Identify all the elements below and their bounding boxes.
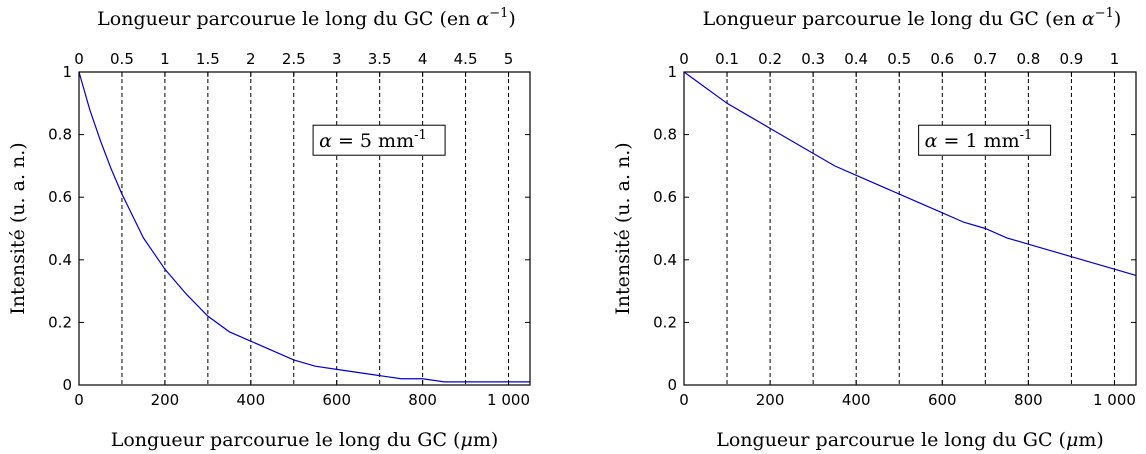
x2-tick-label: 0.5	[110, 50, 134, 68]
x2-axis-title-text: Longueur parcourue le long du GC (en	[97, 8, 476, 30]
y-axis-title: Intensité (u. a. n.)	[612, 142, 634, 314]
alpha-annotation-text: = 1 mm	[937, 130, 1019, 152]
y-tick-label: 0.4	[48, 251, 72, 269]
x-tick-label: 0	[679, 391, 689, 409]
x2-tick-label: 0.7	[973, 50, 997, 68]
intensity-curve	[78, 71, 530, 383]
alpha-annotation-symbol: α	[319, 130, 332, 152]
alpha-annotation-symbol: α	[925, 130, 938, 152]
x-tick-label: 600	[322, 391, 351, 409]
y-tick-label: 1	[62, 63, 72, 81]
y-tick-label: 0.2	[653, 313, 677, 331]
x-tick-label: 600	[928, 391, 957, 409]
x2-tick-label: 0.2	[758, 50, 782, 68]
x-axis-title: Longueur parcourue le long du GC (μm)	[111, 429, 499, 451]
y-tick-label: 0	[62, 376, 72, 394]
x2-tick-label: 3	[332, 50, 342, 68]
y-tick-label: 1	[667, 63, 677, 81]
x-tick-label: 1 000	[487, 391, 530, 409]
x2-axis-title-symbol: α	[1082, 8, 1095, 30]
plot-frame	[683, 71, 1137, 386]
x2-tick-label: 0.8	[1016, 50, 1040, 68]
x2-axis-title-symbol: α	[476, 8, 489, 30]
x-axis-title: Longueur parcourue le long du GC (μm)	[716, 429, 1104, 451]
x2-tick-label: 1	[1110, 50, 1120, 68]
y-tick-label: 0.6	[48, 188, 72, 206]
x-tick-label: 200	[756, 391, 785, 409]
x-axis-title-text: Longueur parcourue le long du GC (	[111, 429, 461, 451]
plot-frame	[78, 71, 531, 386]
x2-tick-label: 4	[418, 50, 428, 68]
x2-tick-label: 4.5	[454, 50, 478, 68]
y-tick-label: 0	[667, 376, 677, 394]
y-tick-label: 0.2	[48, 313, 72, 331]
x2-tick-label: 0	[74, 50, 84, 68]
x2-tick-label: 0.4	[844, 50, 868, 68]
y-tick-label: 0.4	[653, 251, 677, 269]
alpha-annotation-text: = 5 mm	[332, 130, 414, 152]
x-tick-label: 1 000	[1093, 391, 1136, 409]
x2-axis-title-sup: −1	[489, 6, 508, 21]
x-tick-label: 0	[74, 391, 84, 409]
alpha-annotation-box	[312, 124, 446, 156]
alpha-annotation-sup: -1	[1020, 128, 1033, 143]
x-axis-title-symbol: μ	[460, 429, 472, 451]
y-tick-label: 0.8	[48, 126, 72, 144]
y-tick-label: 0.8	[653, 126, 677, 144]
alpha-annotation: α = 1 mm-1	[925, 128, 1033, 152]
x-tick-label: 400	[236, 391, 265, 409]
x2-axis-title-text: Longueur parcourue le long du GC (en	[703, 8, 1082, 30]
x-axis-title-unit: m)	[1078, 429, 1103, 451]
x-tick-label: 400	[842, 391, 871, 409]
x2-tick-label: 5	[504, 50, 514, 68]
y-tick-label: 0.6	[653, 188, 677, 206]
x2-axis-title: Longueur parcourue le long du GC (en α−1…	[703, 6, 1122, 30]
chart-left: 0 200 400 600 800 1 000 0 0.5 1 1.5 2 2.5 3 3.5 4 4.5 5 0…	[7, 6, 531, 451]
x2-tick-label: 2	[246, 50, 256, 68]
x-tick-label: 800	[1014, 391, 1043, 409]
x-axis-title-unit: m)	[473, 429, 498, 451]
x2-tick-label: 1.5	[196, 50, 220, 68]
y-axis-title: Intensité (u. a. n.)	[7, 142, 29, 314]
chart-right: 0 200 400 600 800 1 000 0 0.1 0.2 0.3 0.4 0.5 0.6 0.7…	[612, 6, 1137, 451]
alpha-annotation-box	[918, 124, 1052, 156]
alpha-annotation: α = 5 mm-1	[319, 128, 427, 152]
x-axis-title-text: Longueur parcourue le long du GC (	[716, 429, 1066, 451]
x2-axis-title: Longueur parcourue le long du GC (en α−1…	[97, 6, 516, 30]
intensity-curve	[683, 71, 1137, 277]
x2-tick-label: 0.5	[887, 50, 911, 68]
x2-tick-label: 0.3	[801, 50, 825, 68]
x2-tick-label: 3.5	[368, 50, 392, 68]
x2-tick-label: 2.5	[282, 50, 306, 68]
x-axis-title-symbol: μ	[1066, 429, 1078, 451]
x-tick-label: 200	[151, 391, 180, 409]
x2-axis-title-end: )	[508, 8, 515, 30]
x-tick-label: 800	[408, 391, 437, 409]
x2-tick-label: 0.6	[930, 50, 954, 68]
x2-tick-label: 0.1	[715, 50, 739, 68]
alpha-annotation-sup: -1	[414, 128, 427, 143]
x2-tick-label: 1	[160, 50, 170, 68]
x2-axis-title-end: )	[1114, 8, 1121, 30]
x2-axis-title-sup: −1	[1095, 6, 1114, 21]
x2-tick-label: 0.9	[1059, 50, 1083, 68]
x2-tick-label: 0	[679, 50, 689, 68]
